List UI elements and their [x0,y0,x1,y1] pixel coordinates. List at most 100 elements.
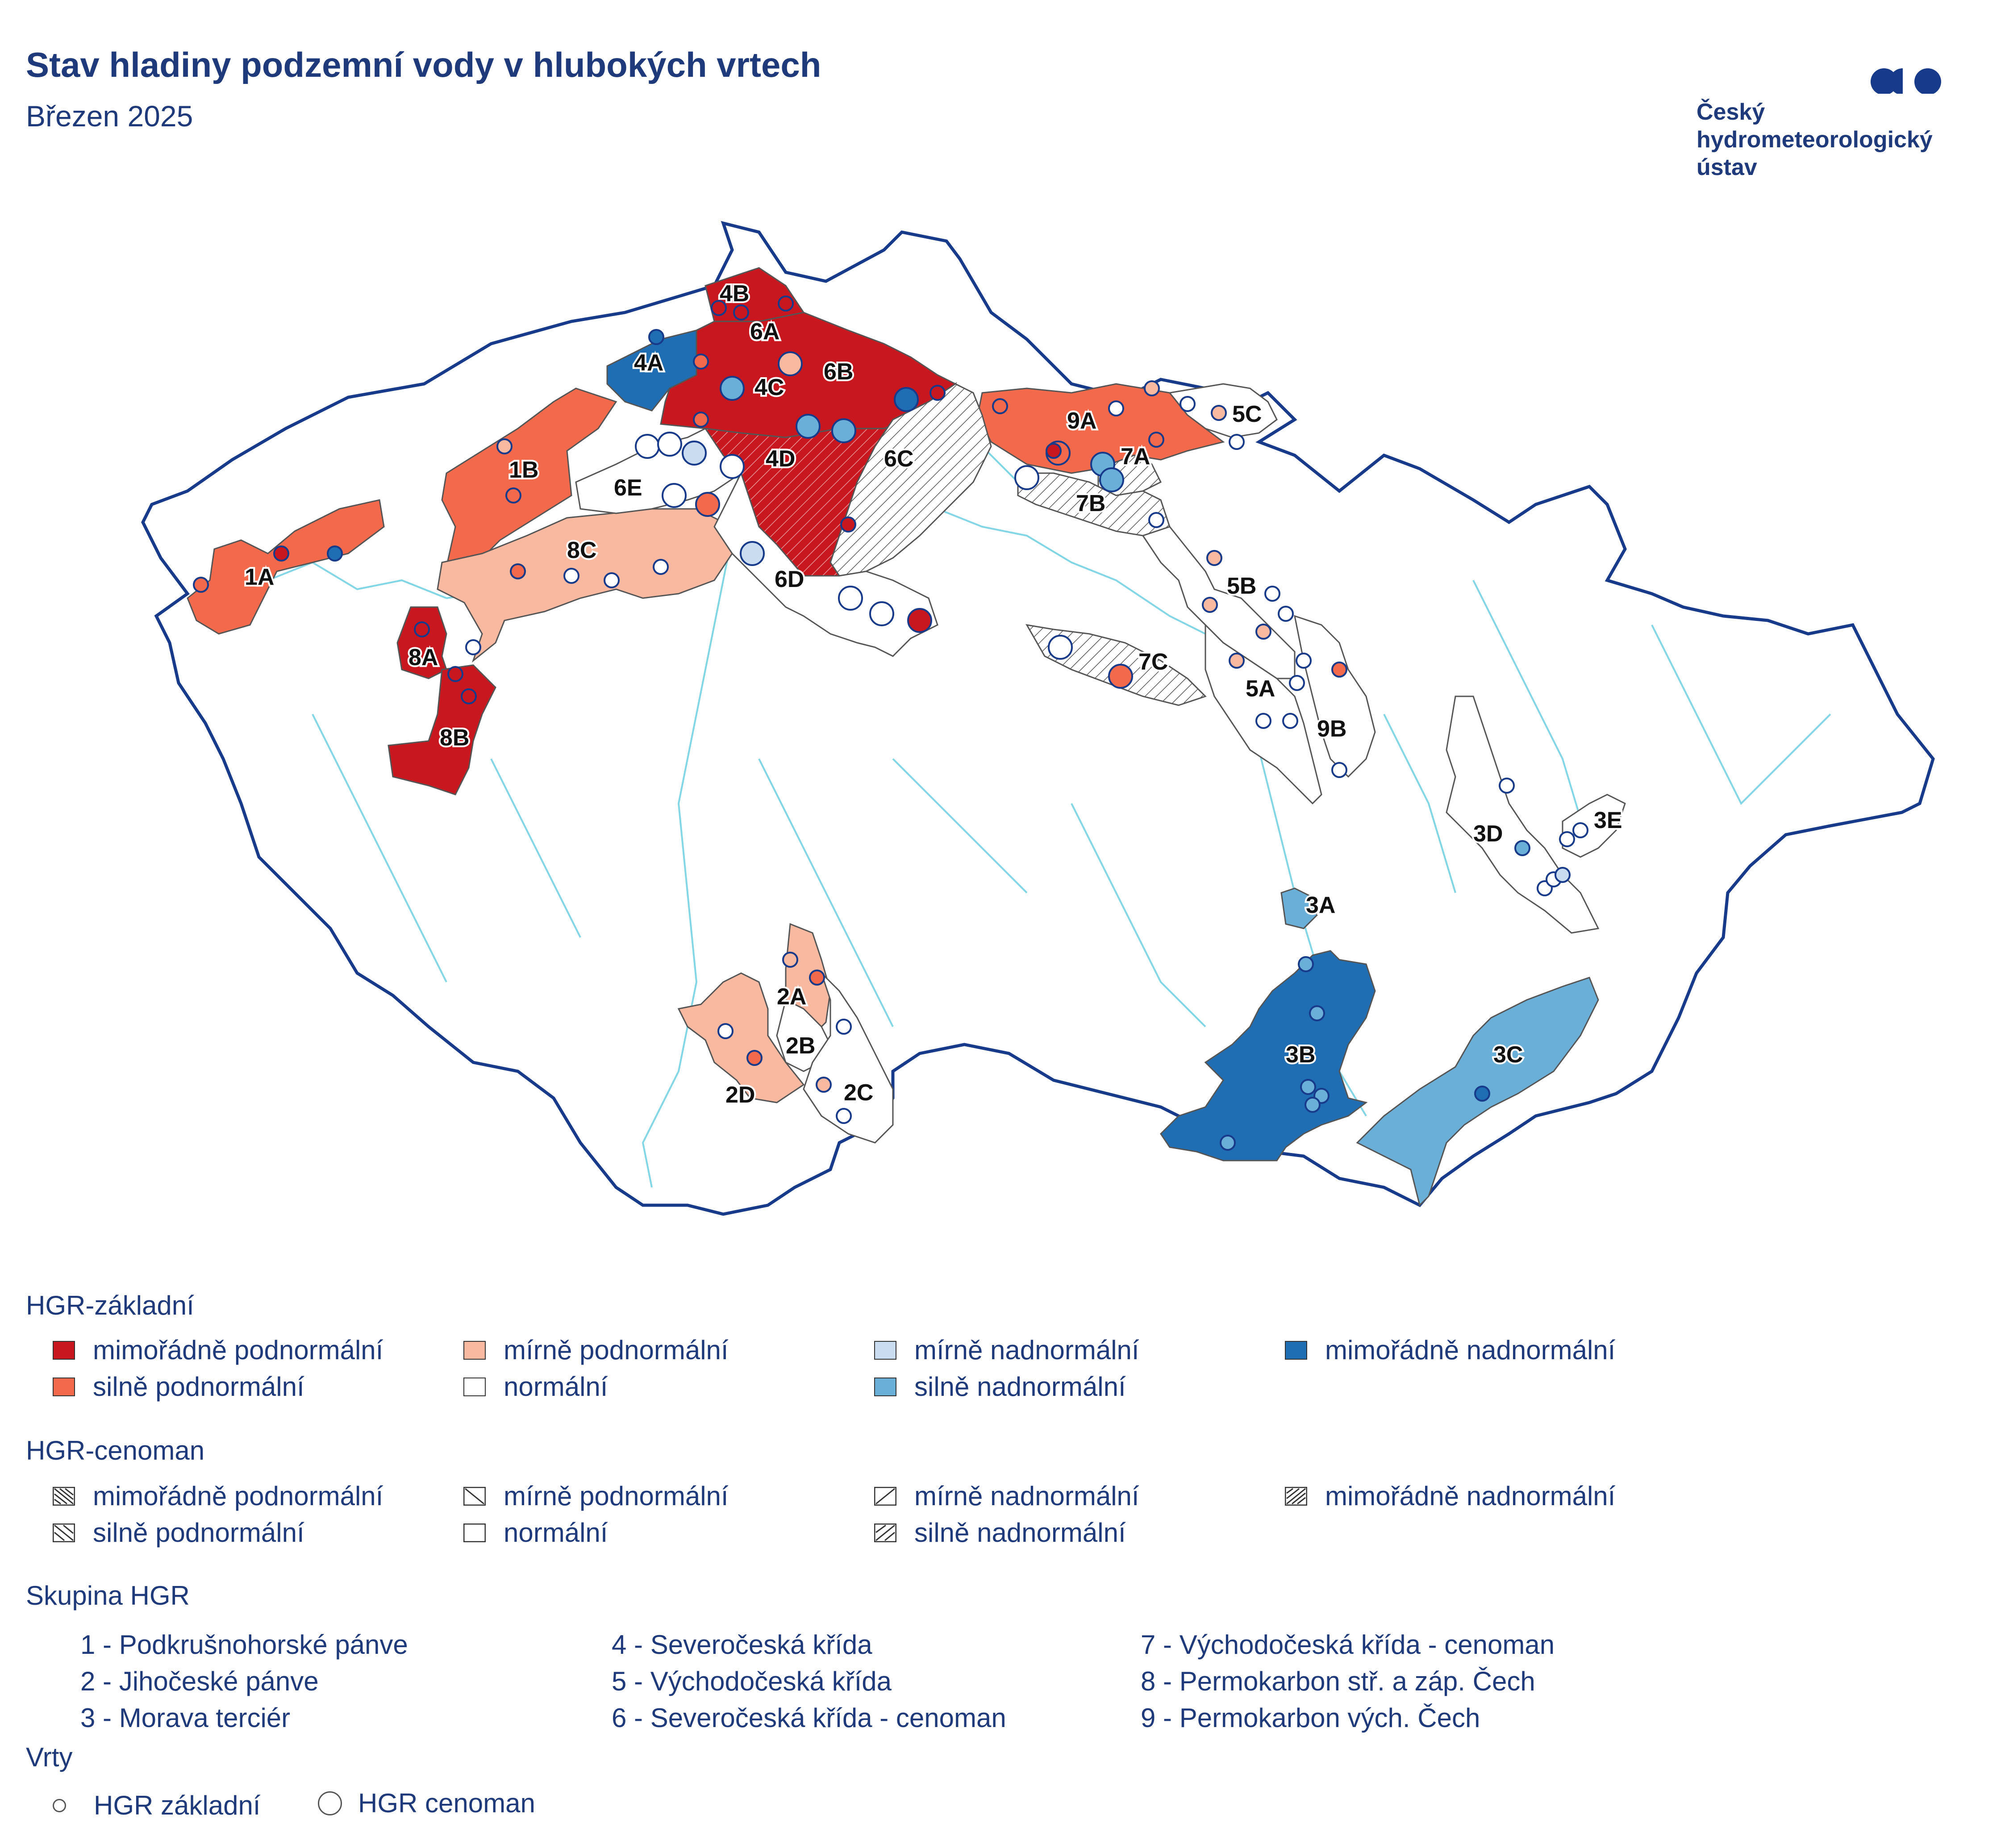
well-marker[interactable] [840,516,856,533]
well-marker[interactable] [1474,1086,1490,1102]
well-marker[interactable] [604,572,620,588]
well-marker[interactable] [1108,400,1124,416]
well-marker[interactable] [563,568,579,584]
region-2C[interactable] [803,972,894,1144]
well-marker[interactable] [711,300,727,316]
well-marker[interactable] [1211,405,1227,421]
label-7A: 7A [1121,444,1150,470]
well-marker[interactable] [778,296,794,312]
well-marker[interactable] [1309,1005,1325,1021]
legend-basic-item: mimořádně nadnormální [1285,1335,1615,1365]
group-item: 5 - Východočeská křída [612,1666,892,1696]
legend-cenoman-item: mírně nadnormální [874,1481,1139,1511]
well-marker[interactable] [1278,606,1294,622]
well-marker[interactable] [894,387,919,412]
region-1B[interactable] [441,387,617,568]
well-marker[interactable] [695,492,720,517]
region-9A[interactable] [977,383,1225,474]
well-marker[interactable] [693,354,709,370]
well-marker[interactable] [1289,675,1305,691]
legend-cenoman-label: mírně nadnormální [914,1481,1139,1511]
well-marker[interactable] [496,438,513,454]
well-marker[interactable] [746,1050,763,1066]
well-marker[interactable] [733,304,749,320]
label-7B: 7B [1076,491,1105,516]
well-marker[interactable] [796,414,821,439]
well-marker[interactable] [1331,662,1347,678]
well-marker[interactable] [1296,653,1312,669]
region-9B[interactable] [1294,615,1376,778]
well-marker[interactable] [1148,512,1164,528]
well-marker[interactable] [447,666,463,682]
well-marker[interactable] [816,1077,832,1093]
region-3B[interactable] [1160,950,1376,1161]
region-3E[interactable] [1562,794,1626,858]
well-marker[interactable] [809,970,825,986]
well-marker[interactable] [907,608,932,633]
well-marker[interactable] [838,586,863,611]
well-marker[interactable] [1099,467,1124,492]
legend-swatch [874,1377,896,1396]
well-marker[interactable] [717,1023,734,1039]
well-marker[interactable] [1555,867,1571,883]
well-marker[interactable] [465,639,481,655]
well-marker[interactable] [869,601,894,626]
well-marker[interactable] [461,688,477,704]
region-1A[interactable] [187,499,385,635]
well-marker[interactable] [1108,664,1133,689]
well-marker[interactable] [1559,831,1575,847]
well-marker[interactable] [1046,443,1062,459]
well-marker[interactable] [1331,762,1347,778]
region-2D[interactable] [677,972,805,1103]
well-marker[interactable] [414,621,430,637]
well-marker[interactable] [510,563,526,579]
well-marker[interactable] [778,351,803,376]
well-marker[interactable] [836,1108,852,1124]
well-marker[interactable] [1264,586,1280,602]
well-marker[interactable] [193,577,209,593]
well-marker[interactable] [505,487,521,504]
well-marker[interactable] [1305,1097,1321,1113]
legend-cenoman-item: silně podnormální [53,1517,304,1548]
well-marker[interactable] [662,483,687,508]
well-marker[interactable] [682,441,707,466]
well-marker[interactable] [657,432,682,457]
well-marker[interactable] [693,412,709,428]
well-marker[interactable] [648,329,664,345]
well-marker[interactable] [1300,1079,1316,1095]
well-marker[interactable] [1180,396,1196,412]
well-marker[interactable] [1220,1135,1236,1151]
well-marker[interactable] [720,454,745,479]
legend-well-cenoman-label: HGR cenoman [358,1788,535,1818]
well-marker[interactable] [1499,778,1515,794]
legend-cenoman-item: silně nadnormální [874,1517,1126,1548]
well-marker[interactable] [635,434,660,459]
well-marker[interactable] [782,952,798,968]
well-marker[interactable] [1229,434,1245,450]
region-3A[interactable] [1280,887,1318,929]
well-marker[interactable] [929,385,946,401]
well-marker[interactable] [831,418,856,443]
well-marker[interactable] [1202,597,1218,613]
well-marker[interactable] [1048,635,1073,660]
well-marker[interactable] [740,541,765,566]
well-marker[interactable] [1014,465,1039,490]
well-marker[interactable] [1148,432,1164,448]
hatch-swatch-icon [53,1486,75,1506]
well-marker[interactable] [273,545,289,562]
region-5B[interactable] [1142,526,1296,679]
well-marker[interactable] [720,376,745,401]
well-marker[interactable] [1255,624,1271,640]
well-marker[interactable] [992,398,1008,414]
well-marker[interactable] [1572,822,1588,838]
well-marker[interactable] [836,1019,852,1035]
well-marker[interactable] [1229,653,1245,669]
well-marker[interactable] [1298,956,1314,972]
well-marker[interactable] [327,545,343,562]
well-marker[interactable] [1282,713,1298,729]
well-marker[interactable] [1255,713,1271,729]
well-marker[interactable] [1514,840,1530,856]
well-marker[interactable] [653,559,669,575]
well-marker[interactable] [1144,380,1160,396]
well-marker[interactable] [1206,550,1222,566]
